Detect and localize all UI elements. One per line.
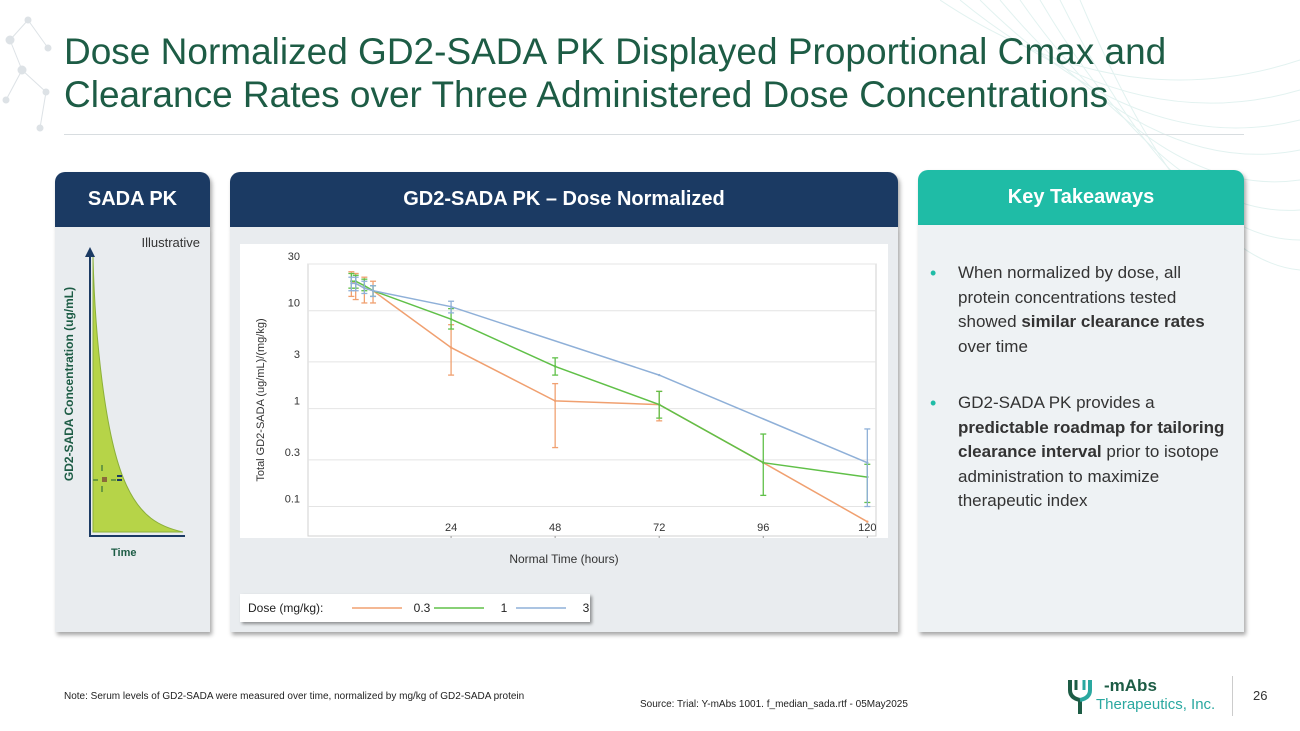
sada-pk-panel: Illustrative GD2-SADA Concentration (ug/… [55,227,210,632]
x-tick-label: 24 [445,522,457,534]
takeaway-1-text: When normalized by dose, all protein con… [958,263,1182,331]
legend-label-1: 1 [501,601,508,615]
data-point [354,282,357,285]
data-point [350,282,353,285]
key-takeaways-panel: When normalized by dose, all protein con… [918,225,1244,632]
sada-pk-illustration [85,247,185,537]
y-tick-label: 10 [288,298,300,310]
y-tick-label: 3 [294,349,300,361]
data-point [762,461,765,464]
data-point [363,286,366,290]
data-point [449,346,453,349]
data-point-marker [93,465,122,492]
key-takeaways-header-label: Key Takeaways [1007,186,1155,208]
chart-area: 30 10 3 1 0.3 0.1 24 48 72 96 120 Total GD2-SADA (u… [240,244,888,540]
key-takeaways-header: Key Takeaways [918,170,1244,225]
page-title-line-2: Clearance Rates over Three Administered … [64,74,1109,115]
y-axis-label: Total GD2-SADA (ug/mL)/(mg/kg) [255,318,267,481]
sada-x-axis-label: Time [111,547,137,559]
data-point [371,289,375,292]
data-point [658,403,661,406]
footnote: Note: Serum levels of GD2-SADA were meas… [64,691,525,702]
page-number: 26 [1253,688,1268,703]
y-axis-arrowhead [85,247,95,257]
data-point [866,461,869,464]
ymabs-logo-icon [1068,680,1092,714]
sada-pk-header: SADA PK [55,172,210,227]
data-point [449,305,453,308]
y-tick-label: 30 [288,251,300,263]
sada-y-axis-label: GD2-SADA Concentration (ug/mL) [62,286,76,482]
data-point [866,520,869,523]
x-tick-label: 120 [858,522,876,534]
takeaway-1-text-end: over time [958,336,1028,356]
sada-pk-header-label: SADA PK [87,188,178,210]
chart-panel: 30 10 3 1 0.3 0.1 24 48 72 96 120 Total GD2-SADA (u… [230,227,898,632]
data-point [553,399,557,403]
x-tick-label: 96 [757,522,769,534]
x-axis-label: Normal Time (hours) [509,552,619,566]
takeaway-2-text-end: prior to isotope administration to maxim… [958,442,1219,510]
x-tick-label: 72 [653,522,665,534]
y-tick-label: 0.3 [285,447,300,459]
footer-divider [1232,676,1233,716]
x-tick-label: 48 [549,522,561,534]
chart-legend: Dose (mg/kg): 0.3 1 3 [240,594,590,622]
title-divider [64,134,1244,135]
page-title: Dose Normalized GD2-SADA PK Displayed Pr… [64,30,1244,116]
legend-title: Dose (mg/kg): [248,601,323,615]
logo-name: -mAbs [1104,676,1157,695]
takeaway-item-2: GD2-SADA PK provides a predictable roadm… [930,391,1230,514]
data-point [449,317,453,321]
source-citation: Source: Trial: Y-mAbs 1001. f_median_sad… [640,699,908,710]
data-point [553,365,557,368]
y-tick-label: 0.1 [285,494,300,506]
legend-label-0.3: 0.3 [414,601,431,615]
page-title-line-1: Dose Normalized GD2-SADA PK Displayed Pr… [64,31,1167,72]
takeaway-1-bold: similar clearance rates [1021,312,1205,331]
chart-header-label: GD2-SADA PK – Dose Normalized [403,188,725,210]
y-tick-label: 1 [294,396,300,408]
chart-header: GD2-SADA PK – Dose Normalized [230,172,898,227]
company-logo: -mAbs Therapeutics, Inc. [1066,674,1226,718]
illustrative-label: Illustrative [141,235,200,250]
legend-svg: Dose (mg/kg): 0.3 1 3 [248,601,590,615]
legend-label-3: 3 [583,601,590,615]
takeaway-list: When normalized by dose, all protein con… [930,261,1230,546]
concentration-curve-area [92,256,184,533]
takeaway-item-1: When normalized by dose, all protein con… [930,261,1230,359]
takeaway-2-bold: predictable roadmap for tailoring cleara… [958,417,1225,462]
takeaway-2-text: GD2-SADA PK provides a [958,393,1155,412]
logo-company: Therapeutics, Inc. [1096,696,1216,713]
data-point [658,373,661,377]
pk-chart: 30 10 3 1 0.3 0.1 24 48 72 96 120 Total GD2-SADA (u… [255,251,877,540]
molecule-decoration [2,16,52,132]
